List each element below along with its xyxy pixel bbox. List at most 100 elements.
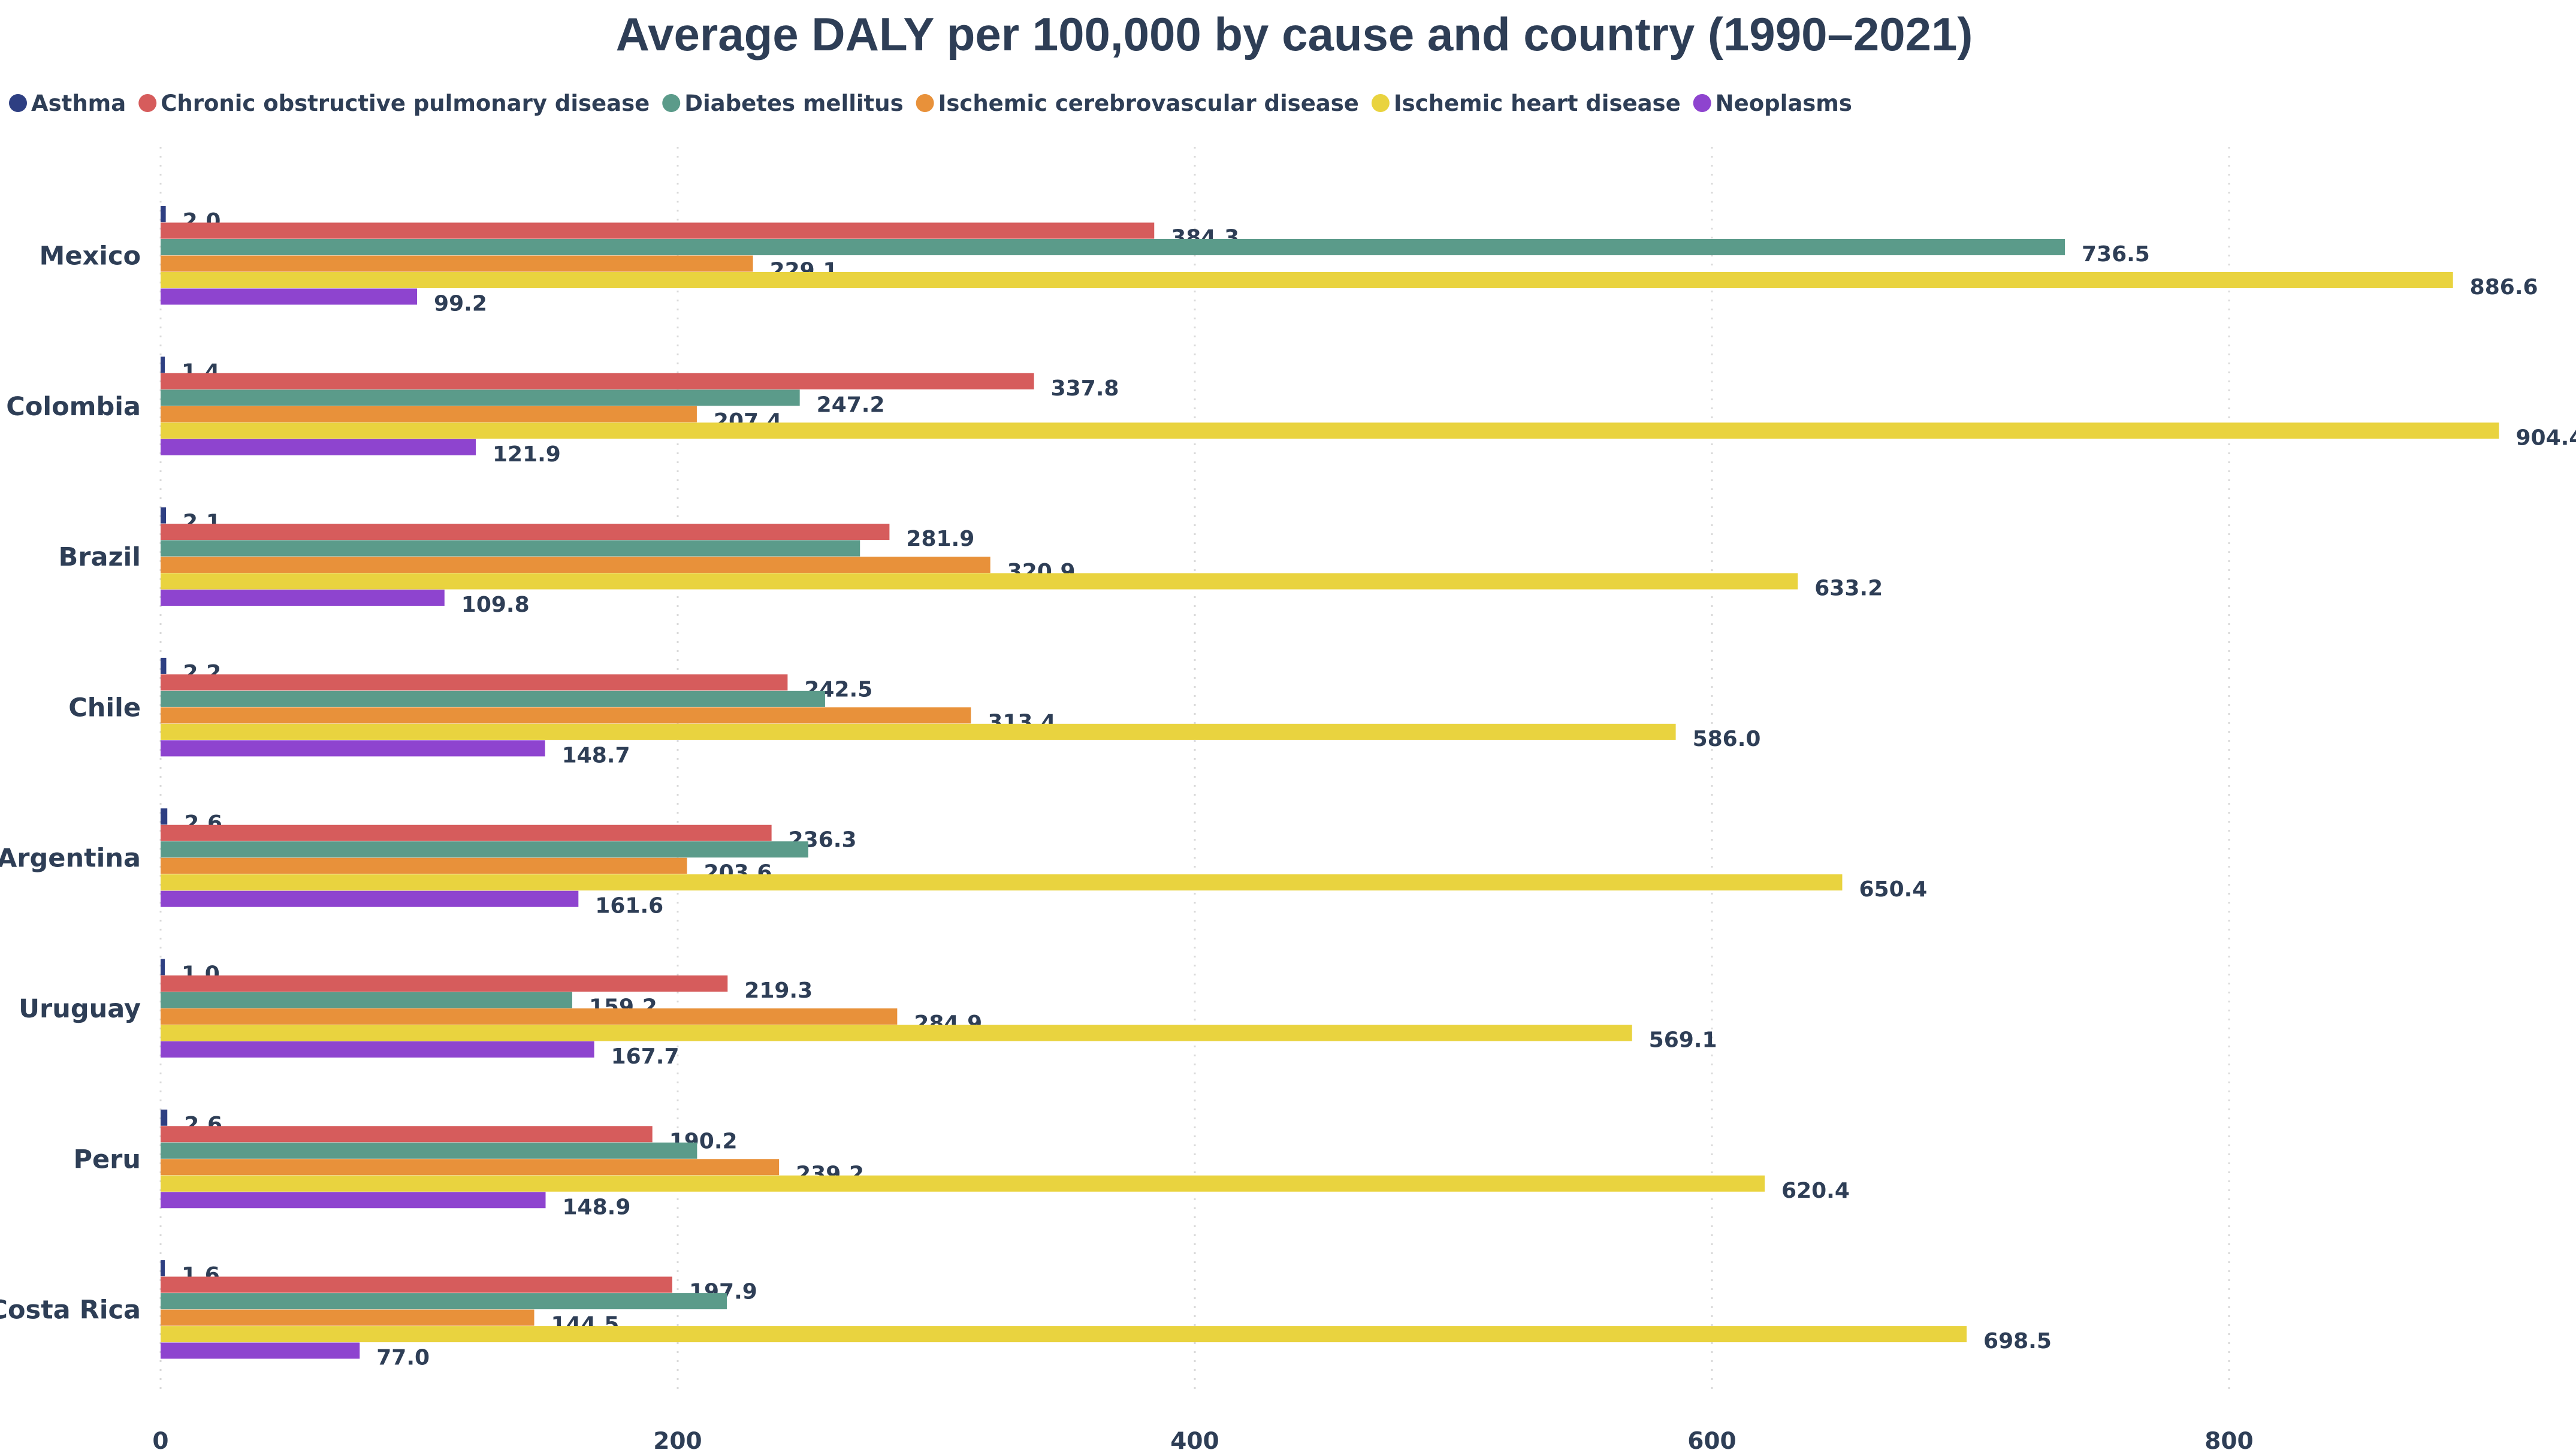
bar-uruguay-asthma	[161, 959, 165, 975]
bar-costa-rica-ischemic-heart-disease	[161, 1326, 1967, 1343]
bar-colombia-neoplasms	[161, 439, 476, 455]
bars: 2.0384.3736.5229.1886.699.21.4337.8247.2…	[161, 206, 2576, 1370]
bar-chile-diabetes-mellitus	[161, 690, 825, 707]
legend-marker-chronic-obstructive-pulmonary-disease	[138, 94, 157, 112]
bar-mexico-asthma	[161, 206, 166, 222]
bar-peru-ischemic-heart-disease	[161, 1175, 1765, 1192]
bar-costa-rica-diabetes-mellitus	[161, 1293, 727, 1310]
legend-item-diabetes-mellitus: Diabetes mellitus	[662, 90, 904, 116]
bar-uruguay-diabetes-mellitus	[161, 992, 572, 1008]
bar-argentina-neoplasms	[161, 890, 579, 907]
data-label-peru-neoplasms: 148.9	[563, 1195, 631, 1219]
data-label-peru-ischemic-heart-disease: 620.4	[1781, 1179, 1850, 1203]
data-label-brazil-chronic-obstructive-pulmonary-disease: 281.9	[906, 527, 974, 551]
bar-mexico-chronic-obstructive-pulmonary-disease	[161, 222, 1155, 239]
bar-brazil-asthma	[161, 507, 167, 524]
bar-peru-asthma	[161, 1109, 168, 1126]
legend-item-chronic-obstructive-pulmonary-disease: Chronic obstructive pulmonary disease	[138, 90, 650, 116]
data-label-mexico-ischemic-heart-disease: 886.6	[2470, 275, 2538, 300]
category-label-peru: Peru	[74, 1144, 141, 1174]
data-label-brazil-ischemic-heart-disease: 633.2	[1814, 576, 1883, 601]
bar-peru-diabetes-mellitus	[161, 1142, 697, 1159]
legend-item-asthma: Asthma	[9, 90, 126, 116]
data-label-chile-ischemic-heart-disease: 586.0	[1693, 727, 1761, 751]
data-label-costa-rica-neoplasms: 77.0	[376, 1346, 430, 1370]
bar-brazil-neoplasms	[161, 590, 445, 606]
legend-item-ischemic-heart-disease: Ischemic heart disease	[1371, 90, 1681, 116]
bar-brazil-ischemic-cerebrovascular-disease	[161, 557, 990, 573]
bar-colombia-ischemic-cerebrovascular-disease	[161, 406, 697, 422]
bar-colombia-chronic-obstructive-pulmonary-disease	[161, 373, 1034, 389]
legend-item-neoplasms: Neoplasms	[1693, 90, 1852, 116]
data-label-colombia-ischemic-heart-disease: 904.4	[2515, 425, 2576, 450]
data-label-uruguay-chronic-obstructive-pulmonary-disease: 219.3	[744, 978, 813, 1003]
data-label-uruguay-ischemic-heart-disease: 569.1	[1649, 1028, 1717, 1053]
data-label-argentina-ischemic-heart-disease: 650.4	[1859, 877, 1927, 902]
bar-uruguay-neoplasms	[161, 1041, 594, 1058]
bar-costa-rica-ischemic-cerebrovascular-disease	[161, 1309, 534, 1326]
data-label-chile-neoplasms: 148.7	[562, 743, 630, 768]
legend-marker-asthma	[9, 94, 27, 112]
category-label-argentina: Argentina	[0, 844, 141, 874]
bar-mexico-ischemic-heart-disease	[161, 272, 2453, 288]
bar-mexico-ischemic-cerebrovascular-disease	[161, 255, 753, 272]
legend-label-diabetes-mellitus: Diabetes mellitus	[684, 90, 903, 116]
x-tick-label-0: 0	[152, 1428, 168, 1455]
data-label-costa-rica-ischemic-heart-disease: 698.5	[1983, 1329, 2052, 1354]
data-label-argentina-neoplasms: 161.6	[595, 894, 663, 919]
legend-marker-ischemic-heart-disease	[1371, 94, 1390, 112]
bar-uruguay-chronic-obstructive-pulmonary-disease	[161, 975, 728, 992]
data-label-mexico-neoplasms: 99.2	[434, 292, 487, 316]
data-label-colombia-diabetes-mellitus: 247.2	[817, 392, 885, 417]
bar-colombia-ischemic-heart-disease	[161, 422, 2499, 439]
data-label-colombia-neoplasms: 121.9	[493, 442, 561, 467]
x-tick-labels: 0 200 400 600 800	[152, 1428, 2253, 1455]
legend: Asthma Chronic obstructive pulmonary dise…	[9, 90, 1852, 116]
bar-chile-asthma	[161, 657, 167, 674]
legend-label-chronic-obstructive-pulmonary-disease: Chronic obstructive pulmonary disease	[161, 90, 650, 116]
bar-colombia-diabetes-mellitus	[161, 389, 800, 406]
bar-peru-neoplasms	[161, 1192, 546, 1209]
bar-costa-rica-chronic-obstructive-pulmonary-disease	[161, 1276, 672, 1293]
legend-label-ischemic-cerebrovascular-disease: Ischemic cerebrovascular disease	[938, 90, 1359, 116]
x-tick-label-200: 200	[653, 1428, 702, 1455]
category-label-uruguay: Uruguay	[19, 994, 141, 1024]
legend-label-asthma: Asthma	[31, 90, 126, 116]
legend-label-neoplasms: Neoplasms	[1716, 90, 1852, 116]
bar-peru-chronic-obstructive-pulmonary-disease	[161, 1126, 653, 1143]
bar-brazil-diabetes-mellitus	[161, 540, 860, 557]
data-label-uruguay-neoplasms: 167.7	[611, 1044, 680, 1069]
data-label-mexico-diabetes-mellitus: 736.5	[2082, 242, 2150, 267]
bar-argentina-ischemic-cerebrovascular-disease	[161, 857, 687, 874]
bar-costa-rica-neoplasms	[161, 1342, 360, 1359]
bar-uruguay-ischemic-heart-disease	[161, 1025, 1632, 1041]
category-labels: Mexico Colombia Brazil Chile Argentina Urugua…	[0, 241, 141, 1325]
bar-argentina-diabetes-mellitus	[161, 841, 808, 858]
data-label-brazil-neoplasms: 109.8	[461, 593, 530, 617]
category-label-brazil: Brazil	[58, 542, 141, 572]
bar-argentina-ischemic-heart-disease	[161, 874, 1843, 891]
bar-mexico-diabetes-mellitus	[161, 239, 2065, 255]
bar-chile-neoplasms	[161, 740, 545, 757]
category-label-colombia: Colombia	[6, 392, 141, 422]
bar-chile-chronic-obstructive-pulmonary-disease	[161, 674, 788, 691]
bar-uruguay-ischemic-cerebrovascular-disease	[161, 1008, 898, 1025]
bar-chile-ischemic-cerebrovascular-disease	[161, 707, 971, 724]
bar-mexico-neoplasms	[161, 288, 418, 305]
bar-argentina-asthma	[161, 808, 168, 825]
legend-marker-diabetes-mellitus	[662, 94, 681, 112]
legend-marker-ischemic-cerebrovascular-disease	[916, 94, 934, 112]
legend-item-ischemic-cerebrovascular-disease: Ischemic cerebrovascular disease	[916, 90, 1359, 116]
legend-label-ischemic-heart-disease: Ischemic heart disease	[1394, 90, 1681, 116]
data-label-colombia-chronic-obstructive-pulmonary-disease: 337.8	[1051, 376, 1119, 401]
